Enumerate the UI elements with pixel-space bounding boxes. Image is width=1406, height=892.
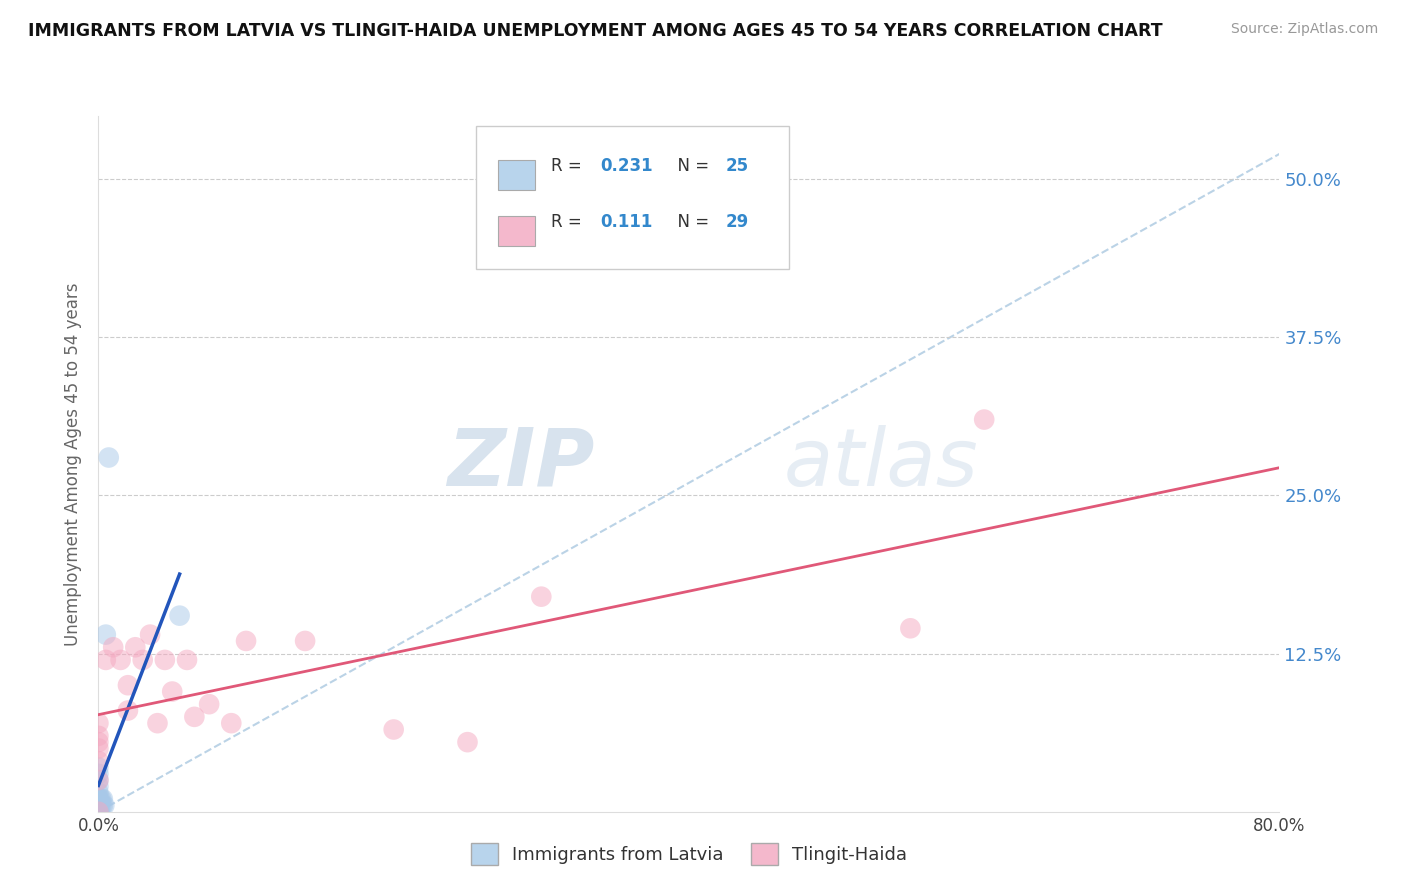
Text: atlas: atlas — [783, 425, 979, 503]
Text: R =: R = — [551, 157, 586, 175]
Point — [162, 684, 183, 698]
Point — [198, 697, 221, 711]
Point — [87, 792, 110, 806]
Point — [87, 805, 110, 819]
Point — [93, 798, 115, 813]
Point — [87, 805, 110, 819]
Text: 0.111: 0.111 — [600, 212, 652, 231]
Text: 29: 29 — [725, 212, 749, 231]
Point — [89, 805, 111, 819]
Point — [94, 627, 117, 641]
Point — [87, 716, 110, 731]
Point — [124, 640, 146, 655]
Point — [87, 805, 110, 819]
Point — [530, 590, 553, 604]
Text: 0.231: 0.231 — [600, 157, 652, 175]
Point — [87, 766, 110, 780]
Point — [146, 716, 169, 731]
FancyBboxPatch shape — [477, 127, 789, 269]
FancyBboxPatch shape — [498, 161, 536, 190]
Point — [87, 735, 110, 749]
Point — [87, 786, 110, 800]
Point — [235, 634, 257, 648]
Point — [87, 805, 110, 819]
Point — [183, 710, 205, 724]
Point — [139, 627, 162, 641]
Point — [176, 653, 198, 667]
Point — [87, 805, 110, 819]
Point — [89, 798, 111, 813]
Text: R =: R = — [551, 212, 592, 231]
Point — [87, 773, 110, 788]
Point — [94, 653, 117, 667]
Point — [87, 754, 110, 768]
Point — [103, 640, 125, 655]
Point — [117, 678, 139, 692]
Point — [87, 773, 110, 788]
Point — [87, 792, 110, 806]
Point — [89, 792, 111, 806]
FancyBboxPatch shape — [498, 216, 536, 246]
Point — [97, 450, 120, 465]
Point — [87, 798, 110, 813]
Point — [900, 621, 922, 635]
Point — [87, 760, 110, 774]
Point — [87, 805, 110, 819]
Text: IMMIGRANTS FROM LATVIA VS TLINGIT-HAIDA UNEMPLOYMENT AMONG AGES 45 TO 54 YEARS C: IMMIGRANTS FROM LATVIA VS TLINGIT-HAIDA … — [28, 22, 1163, 40]
Text: Source: ZipAtlas.com: Source: ZipAtlas.com — [1230, 22, 1378, 37]
Point — [117, 704, 139, 718]
Y-axis label: Unemployment Among Ages 45 to 54 years: Unemployment Among Ages 45 to 54 years — [65, 282, 83, 646]
Text: N =: N = — [666, 157, 714, 175]
Text: ZIP: ZIP — [447, 425, 595, 503]
Point — [90, 792, 112, 806]
Point — [91, 798, 114, 813]
Point — [87, 805, 110, 819]
Point — [87, 729, 110, 743]
Point — [91, 792, 114, 806]
Point — [87, 780, 110, 794]
Point — [87, 741, 110, 756]
Point — [973, 412, 995, 426]
Text: N =: N = — [666, 212, 714, 231]
Point — [90, 798, 112, 813]
Point — [382, 723, 405, 737]
Point — [169, 608, 191, 623]
Legend: Immigrants from Latvia, Tlingit-Haida: Immigrants from Latvia, Tlingit-Haida — [464, 836, 914, 872]
Point — [132, 653, 155, 667]
Point — [153, 653, 176, 667]
Text: 25: 25 — [725, 157, 748, 175]
Point — [110, 653, 132, 667]
Point — [219, 716, 242, 731]
Point — [294, 634, 316, 648]
Point — [456, 735, 478, 749]
